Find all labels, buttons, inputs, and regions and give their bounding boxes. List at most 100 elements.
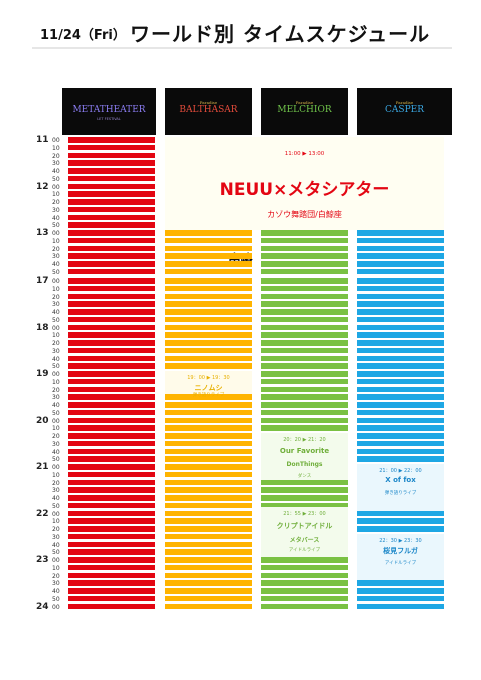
minute-label: 10: [52, 425, 60, 433]
schedule-slot: [261, 355, 348, 362]
minute-label: 30: [52, 440, 60, 448]
schedule-slot: [261, 557, 348, 563]
minute-label: 20: [52, 245, 60, 253]
schedule-slot: [357, 595, 444, 602]
minute-label: 00: [52, 278, 60, 285]
event-block[interactable]: 21：55 ▶ 23：00 クリプトアイドル メタバース アイドルライブ: [261, 506, 348, 557]
event-block[interactable]: 22：30 ▶ 23：30 桜見フルガ アイドルライブ: [357, 533, 444, 581]
schedule-slot: [165, 526, 252, 532]
hour-label: 11: [36, 135, 49, 145]
schedule-slot: [68, 245, 155, 252]
schedule-slot: [68, 222, 155, 228]
event-block[interactable]: 19：00 ▶ 19：30 ニノムシ 弾き語りライブ: [165, 371, 252, 398]
minute-label: 50: [52, 409, 60, 417]
schedule-slot: [68, 572, 155, 579]
schedule-slot: [357, 394, 444, 400]
schedule-slot: [68, 526, 155, 532]
minute-label: 10: [52, 564, 60, 572]
schedule-slot: [165, 464, 252, 470]
schedule-slot: [165, 363, 252, 369]
schedule-slot: [165, 502, 252, 509]
minute-label: 00: [52, 557, 60, 564]
schedule-slot: [68, 301, 155, 307]
schedule-slot: [68, 347, 155, 354]
event-title: NEUU×メタシアター: [219, 180, 390, 200]
minute-label: 10: [52, 518, 60, 526]
event-block[interactable]: 11:00 ▶ 13:00 NEUU×メタシアター カゾウ舞踏団/白鯨座: [165, 137, 444, 230]
schedule-slot: [165, 340, 252, 346]
schedule-slot: [357, 510, 444, 517]
schedule-slot: [165, 316, 252, 323]
schedule-slot: [357, 268, 444, 275]
minute-label: 30: [52, 533, 60, 541]
minute-label: 20: [52, 526, 60, 533]
world-logo-metatheater: METATHEATER LET FESTIVAL: [62, 88, 156, 135]
event-time: 19：00 ▶ 19：30: [187, 375, 230, 381]
schedule-slot: [165, 268, 252, 275]
schedule-slot: [68, 495, 155, 501]
schedule-slot: [165, 533, 252, 540]
schedule-slot: [68, 464, 155, 470]
schedule-slot: [68, 324, 155, 331]
schedule-slot: [261, 572, 348, 579]
hour-label: 22: [36, 508, 49, 519]
schedule-slot: [165, 285, 252, 292]
schedule-slot: [261, 378, 348, 385]
schedule-slot: [261, 293, 348, 300]
schedule-slot: [261, 588, 348, 594]
minute-label: 50: [52, 456, 60, 464]
schedule-slot: [68, 261, 155, 267]
event-time: 22：30 ▶ 23：30: [379, 537, 422, 544]
minute-label: 40: [52, 541, 60, 549]
schedule-slot: [261, 347, 348, 354]
schedule-slot: [261, 417, 348, 424]
minute-label: 40: [52, 261, 60, 268]
schedule-slot: [165, 440, 252, 447]
event-title: クリプトアイドル: [276, 521, 333, 530]
schedule-slot: [68, 417, 155, 424]
minute-label: 50: [52, 175, 60, 183]
event-date: 11/24（Fri）: [40, 28, 126, 43]
schedule-slot: [68, 518, 155, 524]
schedule-slot: [165, 595, 252, 602]
world-tagline: LET FESTIVAL: [97, 117, 121, 121]
schedule-slot: [165, 237, 252, 244]
minute-label: 10: [52, 378, 60, 386]
event-title: ニノムシ: [194, 384, 223, 392]
schedule-slot: [68, 206, 155, 213]
hour-label: 12: [36, 181, 49, 192]
schedule-slot: [261, 564, 348, 571]
schedule-slot: [261, 595, 348, 602]
schedule-slot: [165, 572, 252, 579]
schedule-slot: [68, 378, 155, 385]
event-block[interactable]: 20：20 ▶ 21：20 Our Favorite DonThings ダンス: [261, 433, 348, 480]
schedule-slot: [68, 332, 155, 338]
minute-label: 40: [52, 495, 60, 502]
schedule-slot: [68, 487, 155, 493]
minute-label: 00: [52, 464, 60, 471]
schedule-slot: [68, 541, 155, 548]
schedule-slot: [68, 152, 155, 159]
schedule-slot: [261, 502, 348, 509]
world-subtitle: Paradise: [199, 100, 218, 105]
schedule-slot: [68, 557, 155, 563]
schedule-slot: [68, 230, 155, 236]
minute-label: 50: [52, 222, 60, 230]
schedule-slot: [357, 433, 444, 439]
world-subtitle: Paradise: [295, 100, 314, 105]
schedule-slot: [261, 285, 348, 292]
event-block[interactable]: 21：00 ▶ 22：00 X of fox 弾き語りライブ: [357, 464, 444, 511]
schedule-slot: [261, 237, 348, 244]
schedule-slot: [357, 324, 444, 331]
schedule-slot: [68, 371, 155, 377]
schedule-slot: [68, 580, 155, 586]
minute-label: 30: [52, 301, 60, 309]
schedule-slot: [165, 324, 252, 331]
schedule-slot: [357, 425, 444, 431]
schedule-slot: [68, 603, 155, 610]
schedule-slot: [68, 502, 155, 509]
schedule-slot: [68, 199, 155, 205]
schedule-slot: [165, 347, 252, 354]
minute-label: 10: [52, 285, 60, 293]
schedule-slot: [165, 230, 252, 236]
